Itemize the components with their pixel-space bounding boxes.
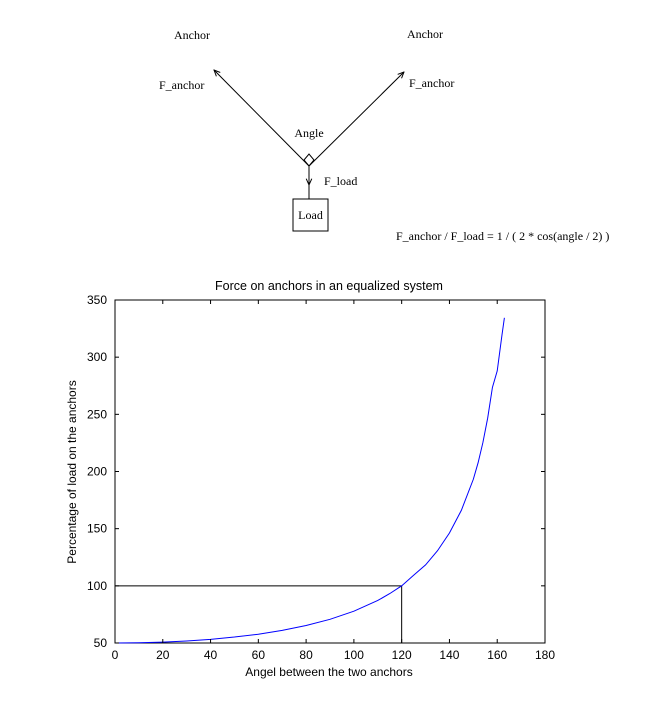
y-tick-label: 50: [94, 636, 108, 650]
x-tick-label: 60: [252, 648, 266, 662]
x-tick-label: 120: [392, 648, 412, 662]
load-box: [292, 198, 329, 232]
left-anchor-rope: [214, 70, 310, 167]
force-load-label: F_load: [324, 174, 357, 188]
x-tick-label: 140: [439, 648, 459, 662]
y-tick-label: 250: [87, 407, 107, 421]
chart-title: Force on anchors in an equalized system: [215, 279, 443, 293]
anchor-right-label: Anchor: [407, 27, 443, 41]
x-tick-label: 80: [299, 648, 313, 662]
force-diagram: Anchor Anchor F_anchor F_anchor Angle F_…: [159, 27, 609, 243]
x-tick-label: 40: [204, 648, 218, 662]
force-anchor-right-label: F_anchor: [409, 76, 454, 90]
y-axis-label: Percentage of load on the anchors: [65, 380, 79, 563]
y-axis: 50 100 150 200 250 300 350: [87, 293, 545, 650]
y-tick-label: 100: [87, 579, 107, 593]
x-axis-label: Angel between the two anchors: [245, 665, 412, 679]
chart: Force on anchors in an equalized system …: [65, 279, 555, 679]
x-tick-label: 180: [535, 648, 555, 662]
series-layer: [114, 317, 505, 644]
angle-label: Angle: [294, 126, 323, 140]
formula-text: F_anchor / F_load = 1 / ( 2 * cos(angle …: [396, 229, 609, 243]
y-tick-label: 200: [87, 465, 107, 479]
y-tick-label: 150: [87, 522, 107, 536]
angle-marker-icon: [303, 153, 315, 167]
series-line: [114, 317, 505, 644]
x-tick-label: 160: [487, 648, 507, 662]
x-axis: 0 20 40 60 80 100 120 140 160 180: [112, 300, 555, 662]
right-anchor-rope: [308, 72, 404, 167]
anchor-left-label: Anchor: [174, 28, 210, 42]
load-label: Load: [298, 208, 323, 222]
reference-lines: [115, 585, 403, 643]
force-anchor-left-label: F_anchor: [159, 78, 204, 92]
x-tick-label: 20: [156, 648, 170, 662]
y-tick-label: 350: [87, 293, 107, 307]
plot-area: [114, 299, 546, 644]
y-tick-label: 300: [87, 350, 107, 364]
x-tick-label: 0: [112, 648, 119, 662]
x-tick-label: 100: [344, 648, 364, 662]
